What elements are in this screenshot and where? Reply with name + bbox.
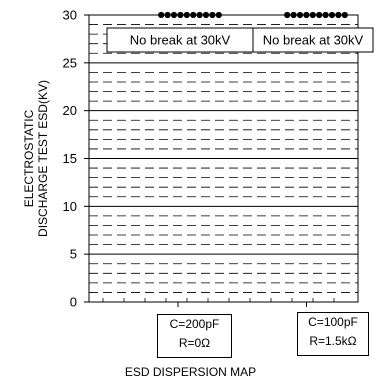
data-point — [196, 11, 203, 19]
data-point — [183, 11, 190, 19]
y-tick-label: 30 — [63, 8, 77, 23]
category-0-line-2: R=0Ω — [178, 336, 211, 350]
category-0-line-1: C=200pF — [169, 317, 220, 331]
data-point — [170, 11, 178, 19]
data-point — [202, 11, 210, 19]
annotation-1: No break at 30kV — [252, 27, 374, 53]
data-points — [158, 11, 348, 19]
y-tick-label: 10 — [63, 199, 77, 214]
annotation-0: No break at 30kV — [106, 27, 254, 53]
annotation-text: No break at 30kV — [130, 33, 231, 48]
y-axis-title-line: ELECTROSTATIC — [22, 109, 36, 207]
category-box-0: C=200pF R=0Ω — [157, 314, 232, 358]
y-tick-label: 0 — [70, 295, 77, 310]
data-point — [290, 11, 297, 19]
data-point — [309, 11, 316, 19]
data-point — [316, 11, 323, 19]
y-axis-title-line: DISCHARGE TEST ESD(KV) — [36, 80, 50, 237]
y-tick-label: 20 — [63, 103, 77, 118]
data-point — [190, 11, 197, 19]
data-point — [322, 11, 329, 19]
data-point — [177, 11, 184, 19]
y-axis: 0 5 10 15 20 25 30 — [63, 8, 89, 310]
data-point — [209, 11, 216, 19]
y-tick-label: 5 — [70, 247, 77, 262]
data-point — [296, 11, 304, 19]
data-point — [328, 11, 336, 19]
data-point — [284, 11, 291, 19]
data-point — [303, 11, 310, 19]
x-axis — [102, 298, 335, 307]
annotation-box — [252, 27, 374, 53]
x-axis-title: ESD DISPERSION MAP — [124, 365, 257, 379]
y-tick-label: 25 — [63, 55, 77, 70]
category-box-1: C=100pF R=1.5kΩ — [297, 312, 369, 356]
data-point — [164, 11, 171, 19]
annotation-box — [106, 27, 254, 53]
category-1-line-1: C=100pF — [308, 315, 358, 329]
y-tick-label: 15 — [63, 151, 77, 166]
annotation-text: No break at 30kV — [263, 33, 364, 48]
category-1-line-2: R=1.5kΩ — [309, 334, 357, 348]
data-point — [341, 11, 348, 19]
data-point — [215, 11, 222, 19]
data-point — [335, 11, 342, 19]
data-point — [158, 11, 165, 19]
